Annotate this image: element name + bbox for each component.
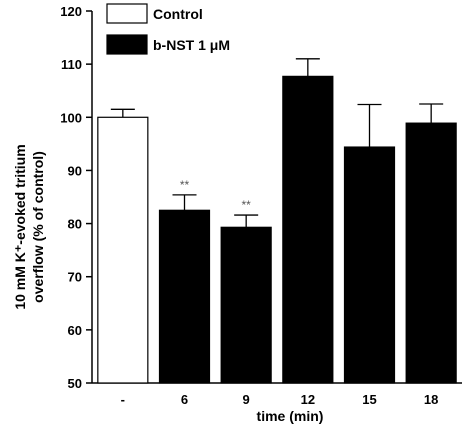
y-tick-label: 110: [61, 57, 82, 72]
x-axis: - 6 9 12 15 18: [92, 382, 462, 407]
x-axis-title: time (min): [257, 408, 324, 424]
legend-swatch: [106, 34, 148, 55]
y-tick-label: 70: [68, 270, 82, 285]
bars: [97, 75, 457, 384]
bar-control: [97, 116, 149, 384]
x-tick-label: 9: [243, 392, 250, 407]
y-tick-label: 50: [68, 376, 82, 391]
x-tick-label: 6: [181, 392, 188, 407]
significance-label: **: [241, 198, 251, 212]
y-axis-title-line2: overflow (% of control): [30, 151, 46, 303]
legend-label: b-NST 1 μM: [153, 37, 230, 53]
legend-label: Control: [153, 6, 203, 22]
y-axis: 50 60 70 80 90 100 110 120: [60, 4, 93, 391]
error-bars: [110, 58, 444, 228]
bar-6: [158, 209, 211, 384]
x-tick-label: 18: [424, 392, 438, 407]
x-tick-label: 12: [301, 392, 315, 407]
legend: Control b-NST 1 μM: [106, 3, 230, 55]
bar-12: [282, 75, 334, 384]
significance-label: **: [180, 178, 190, 192]
legend-swatch: [106, 3, 148, 24]
bar-15: [343, 146, 396, 384]
y-axis-title-line1: 10 mM K⁺-evoked tritium: [12, 144, 28, 309]
y-tick-label: 60: [68, 323, 82, 338]
y-tick-label: 90: [68, 163, 82, 178]
x-tick-label: -: [121, 392, 125, 407]
y-tick-label: 80: [68, 217, 82, 232]
bar-18: [405, 122, 457, 384]
x-tick-label: 15: [362, 392, 376, 407]
significance-marks: ** **: [180, 178, 251, 212]
bar-9: [220, 226, 272, 384]
y-tick-label: 100: [60, 110, 82, 125]
y-tick-label: 120: [60, 4, 82, 19]
